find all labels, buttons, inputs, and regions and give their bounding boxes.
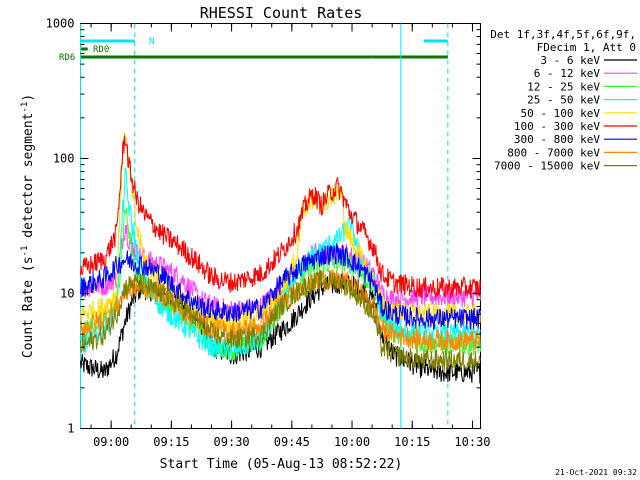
x-axis-label: Start Time (05-Aug-13 08:52:22) <box>160 457 403 472</box>
y-axis-label-sup1: -1 <box>20 246 30 257</box>
y-axis-label-mid: detector segment <box>21 113 36 246</box>
y-tick-label: 1 <box>67 422 74 436</box>
legend-label: 6 - 12 keV <box>534 67 601 80</box>
x-tick-label: 09:45 <box>274 435 310 449</box>
x-tick-label: 10:30 <box>454 435 490 449</box>
y-tick-label: 10 <box>60 287 74 301</box>
legend-header-line2: FDecim 1, Att 0 <box>537 41 636 54</box>
legend-label: 3 - 6 keV <box>540 54 600 67</box>
legend-label: 25 - 50 keV <box>527 94 600 107</box>
series-layer <box>80 132 481 384</box>
x-tick-label: 09:30 <box>214 435 250 449</box>
series-line-5 <box>80 135 481 299</box>
chart-title: RHESSI Count Rates <box>200 4 363 22</box>
x-tick-label: 10:15 <box>394 435 430 449</box>
series-line-4 <box>80 132 481 334</box>
legend-label: 800 - 7000 keV <box>507 146 600 159</box>
timestamp: 21-Oct-2021 09:32 <box>555 468 637 477</box>
x-tick-label: 09:00 <box>93 435 129 449</box>
flag-label-rd6: RD6 <box>59 53 75 63</box>
legend-label: 12 - 25 keV <box>527 80 600 93</box>
y-axis-label: Count Rate (s-1 detector segment-1) <box>20 94 36 358</box>
status-flags: N RD0 RD6 <box>59 37 448 63</box>
y-axis-label-main: Count Rate (s <box>21 256 36 358</box>
legend-header-line1: Det 1f,3f,4f,5f,6f,9f, <box>490 28 636 41</box>
legend-label: 50 - 100 keV <box>521 107 601 120</box>
legend-label: 300 - 800 keV <box>514 133 600 146</box>
series-line-8 <box>80 270 481 372</box>
axis-ticks: 09:00 09:15 09:30 09:45 10:00 10:15 10:30 1 10 10… <box>46 17 491 450</box>
flag-label-rd0: RD0 <box>93 45 109 55</box>
x-tick-label: 10:00 <box>334 435 370 449</box>
legend-label: 100 - 300 keV <box>514 120 600 133</box>
x-tick-label: 09:15 <box>153 435 189 449</box>
y-axis-label-sup2: -1 <box>20 102 30 113</box>
y-tick-label: 100 <box>53 152 75 166</box>
series-line-6 <box>80 243 481 331</box>
legend: Det 1f,3f,4f,5f,6f,9f, FDecim 1, Att 0 3… <box>490 28 637 173</box>
y-tick-label: 1000 <box>46 17 75 31</box>
flag-label-n: N <box>149 37 154 47</box>
y-axis-label-end: ) <box>21 94 36 102</box>
legend-label: 7000 - 15000 keV <box>494 160 600 173</box>
